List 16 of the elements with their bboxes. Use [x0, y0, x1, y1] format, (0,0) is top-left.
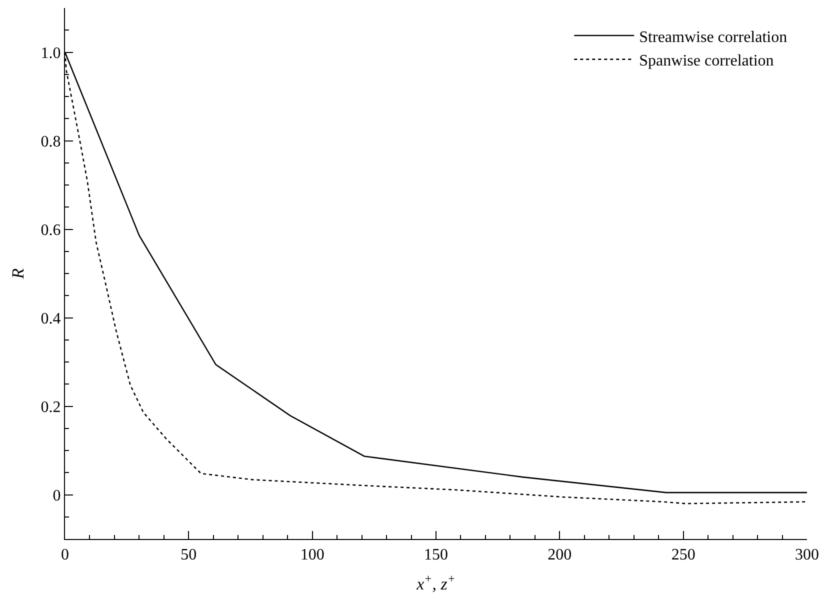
- y-tick-label: 0.6: [40, 222, 61, 239]
- y-tick-label: 0: [52, 487, 61, 504]
- legend-label: Streamwise correlation: [639, 28, 788, 46]
- y-tick-label: 0.4: [40, 310, 61, 328]
- y-tick-label: 0.8: [40, 133, 61, 150]
- x-axis-title: x$^{+}$, z$^{+}$: [416, 572, 456, 594]
- y-tick-label: 0.2: [40, 398, 61, 416]
- legend-label: Spanwise correlation: [639, 52, 774, 70]
- x-tick-label: 50: [180, 546, 197, 564]
- y-axis-title: R: [8, 268, 28, 280]
- x-tick-label: 150: [424, 546, 448, 564]
- x-tick-label: 300: [795, 546, 819, 564]
- x-tick-label: 100: [300, 546, 324, 564]
- x-tick-label: 250: [671, 546, 696, 564]
- y-tick-label: 1.0: [40, 44, 61, 62]
- x-tick-label: 200: [548, 546, 572, 564]
